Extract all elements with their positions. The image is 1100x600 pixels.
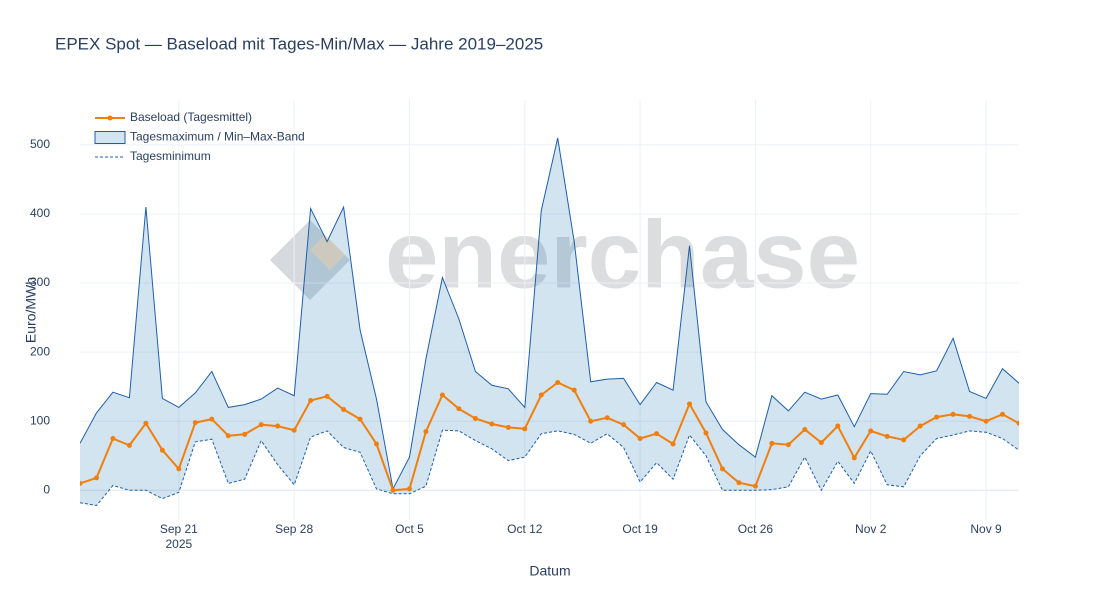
baseload-marker [538, 392, 544, 398]
y-tick-label: 0 [43, 482, 50, 496]
baseload-marker [192, 420, 198, 426]
baseload-marker [159, 447, 165, 453]
baseload-marker [884, 433, 890, 439]
y-tick-label: 200 [30, 344, 50, 358]
legend-label: Baseload (Tagesmittel) [130, 110, 252, 124]
min-max-band [80, 138, 1019, 506]
baseload-marker [571, 387, 577, 393]
baseload-marker [456, 406, 462, 412]
baseload-marker [752, 483, 758, 489]
baseload-marker [406, 486, 412, 492]
baseload-marker [604, 415, 610, 421]
baseload-marker [242, 431, 248, 437]
baseload-marker [950, 411, 956, 417]
baseload-marker [374, 441, 380, 447]
baseload-marker [654, 431, 660, 437]
x-tick-label: Oct 5 [395, 522, 424, 536]
y-tick-label: 500 [30, 137, 50, 151]
baseload-marker [983, 418, 989, 424]
baseload-marker [851, 455, 857, 461]
y-tick-label: 400 [30, 206, 50, 220]
baseload-marker [225, 433, 231, 439]
plot [80, 137, 1019, 507]
baseload-marker [703, 430, 709, 436]
legend-item: Baseload (Tagesmittel) [95, 110, 252, 124]
min-line [80, 429, 1019, 507]
baseload-marker [967, 413, 973, 419]
baseload-marker [505, 424, 511, 430]
baseload-marker [818, 440, 824, 446]
baseload-marker [80, 480, 83, 486]
baseload-marker [802, 427, 808, 433]
baseload-marker [176, 466, 182, 472]
baseload-marker [868, 428, 874, 434]
watermark: enerchase [385, 201, 860, 308]
baseload-marker [291, 427, 297, 433]
baseload-marker [687, 401, 693, 407]
baseload-marker [489, 421, 495, 427]
baseload-marker [308, 397, 314, 403]
baseload-marker [1016, 420, 1019, 426]
baseload-marker [637, 435, 643, 441]
baseload-marker [917, 423, 923, 429]
baseload-marker [934, 414, 940, 420]
baseload-marker [736, 480, 742, 486]
x-tick-label: Sep 21 2025 [160, 522, 198, 551]
baseload-marker [901, 437, 907, 443]
legend-item: Tagesmaximum / Min–Max-Band [94, 130, 305, 144]
legend-swatch [94, 131, 126, 144]
baseload-marker [785, 442, 791, 448]
legend-label: Tagesminimum [130, 149, 211, 163]
baseload-marker [472, 415, 478, 421]
baseload-marker [555, 380, 561, 386]
baseload-marker [126, 442, 132, 448]
baseload-marker [143, 420, 149, 426]
baseload-marker [93, 475, 99, 481]
y-tick-label: 100 [30, 413, 50, 427]
baseload-marker [258, 422, 264, 428]
y-axis-title: Euro/MWh [23, 277, 39, 343]
baseload-marker [588, 418, 594, 424]
x-tick-label: Sep 28 [275, 522, 313, 536]
x-tick-label: Oct 26 [738, 522, 774, 536]
x-axis-title: Datum [529, 563, 570, 579]
baseload-marker [357, 416, 363, 422]
baseload-marker [522, 426, 528, 432]
baseload-marker [719, 466, 725, 472]
x-tick-label: Nov 9 [970, 522, 1002, 536]
baseload-marker [423, 429, 429, 435]
baseload-marker [390, 487, 396, 493]
baseload-marker [1000, 411, 1006, 417]
baseload-marker [835, 423, 841, 429]
legend-item: Tagesminimum [95, 149, 211, 163]
x-tick-label: Oct 19 [622, 522, 658, 536]
x-tick-label: Nov 2 [855, 522, 887, 536]
baseload-marker [209, 416, 215, 422]
baseload-marker [341, 406, 347, 412]
chart-title: EPEX Spot — Baseload mit Tages-Min/Max —… [55, 34, 543, 53]
baseload-marker [275, 423, 281, 429]
max-line [80, 137, 1019, 491]
x-tick-label: Oct 12 [507, 522, 543, 536]
baseload-marker [769, 440, 775, 446]
baseload-marker [324, 393, 330, 399]
legend-label: Tagesmaximum / Min–Max-Band [130, 130, 305, 144]
watermark-logo [270, 220, 350, 300]
legend-marker [107, 115, 113, 121]
baseload-marker [621, 422, 627, 428]
baseload-marker [670, 441, 676, 447]
y-tick-label: 300 [30, 275, 50, 289]
baseload-marker [110, 435, 116, 441]
baseload-line [80, 381, 1019, 492]
baseload-marker [439, 392, 445, 398]
